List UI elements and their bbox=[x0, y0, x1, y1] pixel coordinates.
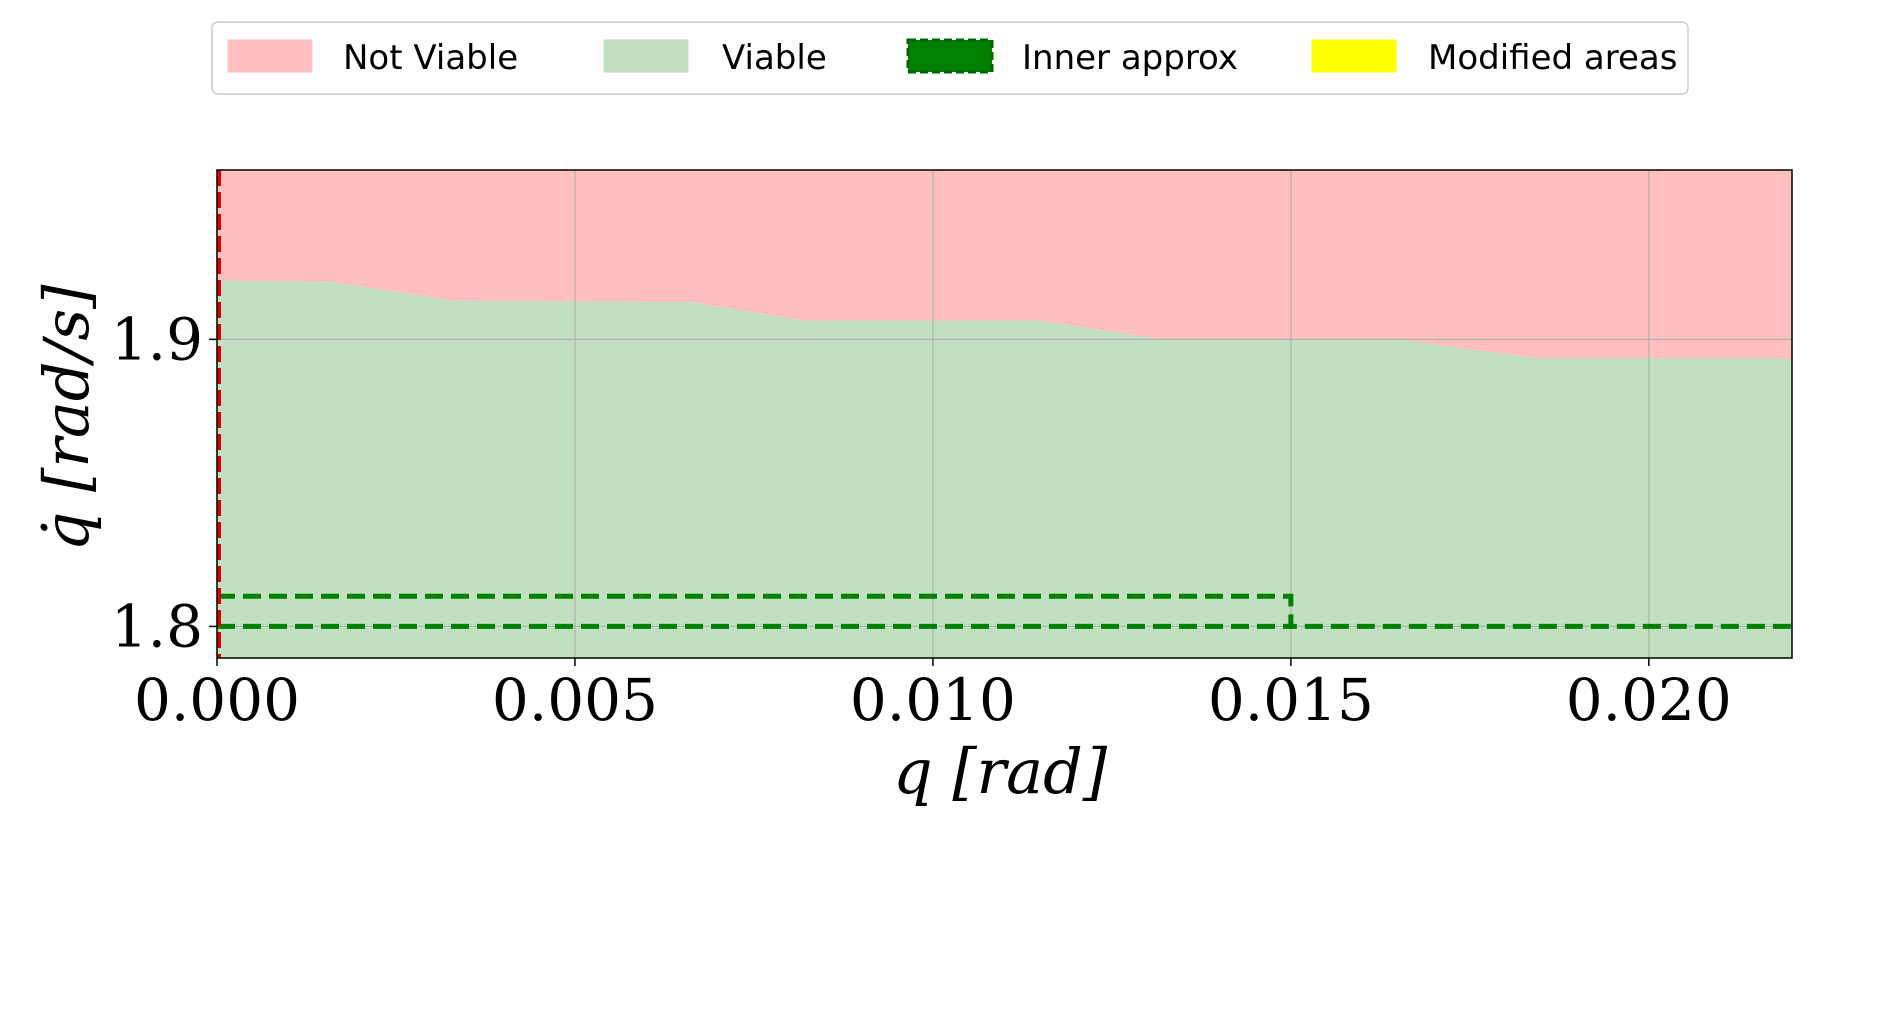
y-tick-label: 1.8 bbox=[111, 592, 203, 660]
plot-area bbox=[216, 169, 1793, 659]
x-axis-ticks: 0.000 0.005 0.010 0.015 0.020 bbox=[134, 658, 1732, 734]
x-tick-label: 0.010 bbox=[850, 666, 1016, 734]
legend-swatch-not-viable bbox=[227, 39, 313, 73]
legend-entry-inner-approx: Inner approx bbox=[906, 38, 1238, 78]
y-axis-ticks: 1.8 1.9 bbox=[111, 305, 217, 660]
legend-swatch-modified-areas bbox=[1311, 39, 1397, 73]
y-tick-label: 1.9 bbox=[111, 305, 203, 373]
x-tick-label: 0.000 bbox=[134, 666, 300, 734]
x-tick-label: 0.005 bbox=[492, 666, 658, 734]
x-tick-label: 0.020 bbox=[1566, 666, 1732, 734]
legend-entry-modified-areas: Modified areas bbox=[1311, 38, 1677, 78]
legend-label-modified-areas: Modified areas bbox=[1428, 38, 1677, 78]
legend-swatch-inner-approx bbox=[906, 38, 994, 74]
legend-label-inner-approx: Inner approx bbox=[1022, 38, 1238, 78]
x-tick-label: 0.015 bbox=[1208, 666, 1374, 734]
x-axis-label: q [rad] bbox=[893, 735, 1108, 808]
legend: Not Viable Viable Inner approx Modified … bbox=[211, 21, 1689, 95]
legend-label-not-viable: Not Viable bbox=[343, 38, 518, 78]
plot-frame bbox=[216, 169, 1793, 659]
y-axis-label: q̇ [rad/s] bbox=[30, 284, 103, 552]
inner-approx-line bbox=[217, 593, 1792, 629]
legend-label-viable: Viable bbox=[722, 38, 827, 78]
viable-region bbox=[217, 280, 1792, 658]
legend-swatch-viable bbox=[603, 39, 689, 73]
legend-entry-viable: Viable bbox=[603, 38, 827, 78]
legend-entry-not-viable: Not Viable bbox=[227, 38, 518, 78]
